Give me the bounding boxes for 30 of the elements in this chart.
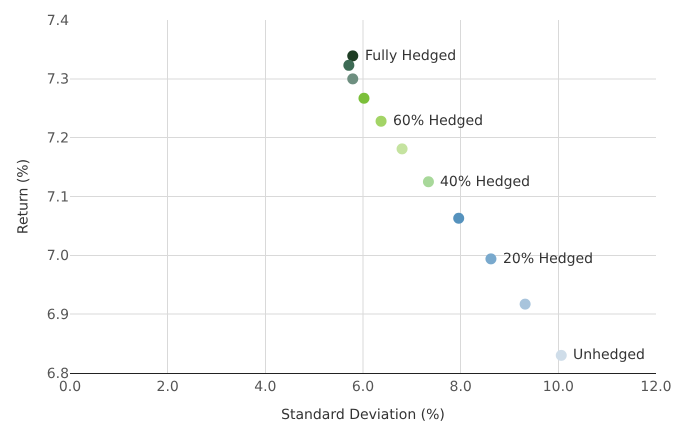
point [485,253,496,264]
point [520,298,531,310]
point [347,73,358,84]
y-tick-label: 7.3 [46,72,69,88]
point [376,116,387,127]
annotation: Fully Hedged [365,48,456,64]
y-tick-label: 6.9 [46,307,69,324]
point [347,50,358,62]
annotation: 20% Hedged [503,251,593,267]
annotation: Unhedged [573,347,645,363]
y-axis-title: Return (%) [15,158,32,234]
y-tick-label: 7.0 [46,248,69,264]
annotation: 40% Hedged [440,174,530,190]
y-tick-label: 7.2 [46,130,69,147]
x-tick-label: 6.0 [352,378,374,395]
x-tick-label: 8.0 [450,378,472,395]
x-axis-title: Standard Deviation (%) [281,407,445,424]
point [358,92,370,104]
annotation: 60% Hedged [393,113,483,129]
x-tick-label: 12.0 [640,378,672,395]
point [556,350,567,361]
x-tick-label: 2.0 [156,378,179,395]
y-tick-label: 7.4 [46,12,70,29]
x-tick-label: 4.0 [254,378,276,395]
point [343,60,354,71]
point [422,176,434,188]
point [453,212,464,224]
x-tick-label: 10.0 [542,378,574,395]
point [396,143,408,154]
y-tick-label: 7.1 [46,189,69,206]
